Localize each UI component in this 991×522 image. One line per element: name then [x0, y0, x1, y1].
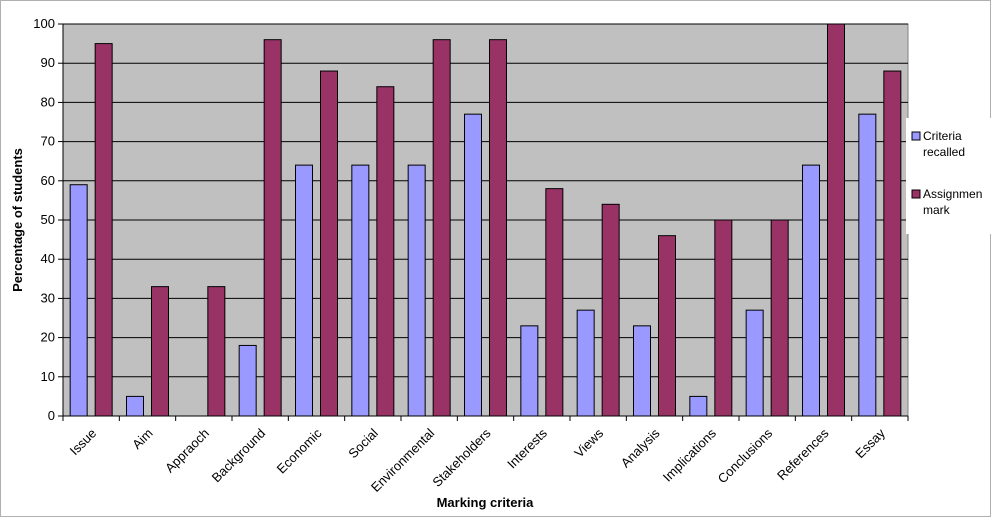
bar-criteria-recalled: [520, 325, 539, 417]
legend: Criteria recalled Assignmen mark: [906, 118, 991, 234]
bar-assignment-mark: [545, 188, 564, 417]
bar-assignment-mark: [207, 286, 226, 417]
gridlines: [63, 23, 908, 378]
axes: [58, 23, 909, 421]
bar-criteria-recalled: [407, 164, 426, 417]
bar-criteria-recalled: [295, 164, 313, 417]
y-tick-label: 80: [41, 94, 55, 109]
bar-assignment-mark: [770, 219, 789, 417]
y-tick-label: 30: [41, 290, 55, 305]
bar-assignment-mark: [658, 235, 676, 417]
y-tick-label: 10: [41, 369, 55, 384]
bar-criteria-recalled: [576, 309, 595, 417]
bars: [69, 23, 902, 417]
y-tick-label: 20: [41, 330, 55, 345]
y-tick-label: 60: [41, 173, 55, 188]
bar-assignment-mark: [489, 39, 507, 417]
bar-assignment-mark: [883, 70, 902, 417]
y-tick-label: 70: [41, 134, 55, 149]
legend-label: mark: [923, 203, 951, 217]
y-tick-labels: 0 10 20 30 40 50 60 70 80 90 100: [33, 16, 55, 423]
legend-swatch: [911, 189, 921, 199]
bar-assignment-mark: [827, 23, 845, 417]
legend-label: Criteria: [923, 129, 962, 143]
y-tick-label: 40: [41, 251, 55, 266]
y-axis-title: Percentage of students: [10, 148, 25, 292]
bar-criteria-recalled: [464, 113, 482, 417]
bar-assignment-mark: [714, 219, 733, 417]
bar-assignment-mark: [432, 39, 451, 417]
legend-label: Assignmen: [923, 187, 982, 201]
y-tick-label: 100: [33, 16, 55, 31]
bar-criteria-recalled: [689, 395, 708, 417]
bar-criteria-recalled: [351, 164, 370, 417]
y-tick-label: 90: [41, 55, 55, 70]
bar-criteria-recalled: [745, 309, 764, 417]
bar-assignment-mark: [151, 286, 169, 417]
bar-assignment-mark: [601, 203, 620, 417]
legend-label: recalled: [923, 145, 965, 159]
bar-criteria-recalled: [802, 164, 820, 417]
x-axis-title: Marking criteria: [437, 495, 535, 510]
bar-assignment-mark: [376, 86, 395, 417]
bar-assignment-mark: [320, 70, 338, 417]
bar-criteria-recalled: [69, 184, 88, 417]
bar-criteria-recalled: [633, 325, 651, 417]
bar-criteria-recalled: [126, 395, 144, 417]
bar-criteria-recalled: [858, 113, 877, 417]
y-tick-label: 50: [41, 212, 55, 227]
bar-assignment-mark: [94, 43, 113, 417]
bar-assignment-mark: [263, 39, 282, 417]
legend-swatch: [911, 131, 921, 141]
bar-criteria-recalled: [238, 344, 257, 417]
y-tick-label: 0: [48, 408, 55, 423]
